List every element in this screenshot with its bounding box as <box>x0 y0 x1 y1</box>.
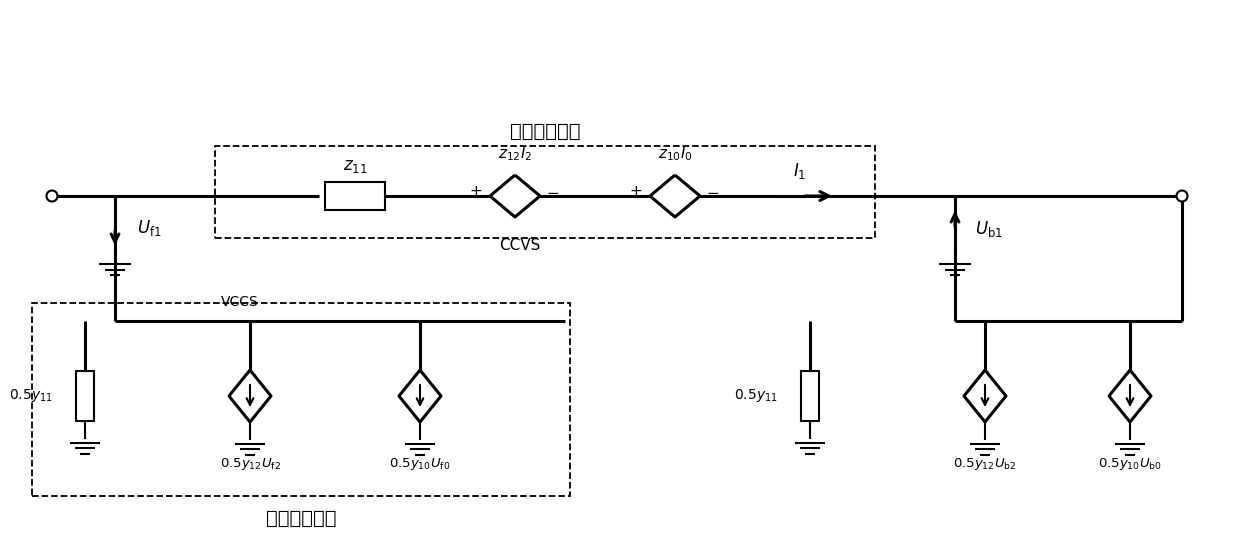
Text: 并联补偿电路: 并联补偿电路 <box>265 509 336 527</box>
Text: $z_{10}I_0$: $z_{10}I_0$ <box>657 145 692 163</box>
Text: $0.5y_{12}U_{\mathsf{f2}}$: $0.5y_{12}U_{\mathsf{f2}}$ <box>219 456 280 472</box>
Text: +: + <box>470 183 482 198</box>
Bar <box>76 371 94 421</box>
Bar <box>32 303 570 496</box>
Text: $-$: $-$ <box>547 183 559 198</box>
Text: CCVS: CCVS <box>500 239 541 253</box>
Bar <box>325 182 384 210</box>
Text: $0.5y_{11}$: $0.5y_{11}$ <box>734 387 777 404</box>
Circle shape <box>47 191 57 202</box>
Text: $U_{\mathsf{f1}}$: $U_{\mathsf{f1}}$ <box>136 218 161 238</box>
Text: 串联补偿电路: 串联补偿电路 <box>510 122 580 141</box>
Text: $U_{\mathsf{b1}}$: $U_{\mathsf{b1}}$ <box>975 219 1003 239</box>
Text: $0.5y_{10}U_{\mathsf{b0}}$: $0.5y_{10}U_{\mathsf{b0}}$ <box>1099 456 1162 472</box>
Bar <box>801 371 818 421</box>
Text: $0.5y_{12}U_{\mathsf{b2}}$: $0.5y_{12}U_{\mathsf{b2}}$ <box>954 456 1017 472</box>
Text: $0.5y_{11}$: $0.5y_{11}$ <box>9 387 53 404</box>
Text: $-$: $-$ <box>707 183 719 198</box>
Bar <box>215 146 875 238</box>
Text: $z_{12}I_2$: $z_{12}I_2$ <box>498 145 532 163</box>
Text: $I_1$: $I_1$ <box>794 161 807 181</box>
Text: $0.5y_{10}U_{\mathsf{f0}}$: $0.5y_{10}U_{\mathsf{f0}}$ <box>389 456 450 472</box>
Circle shape <box>1177 191 1188 202</box>
Text: +: + <box>630 183 642 198</box>
Text: VCCS: VCCS <box>221 295 259 309</box>
Text: $z_{11}$: $z_{11}$ <box>342 157 367 175</box>
